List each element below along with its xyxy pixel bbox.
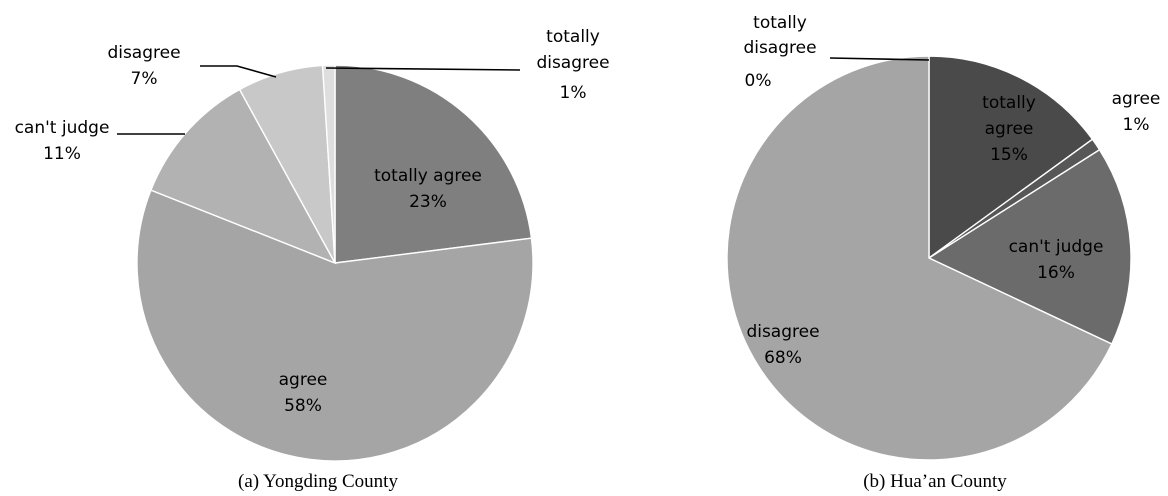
pie-chart-yongding: totally agree 23% agree 58% can't judge … xyxy=(15,27,610,492)
chart-caption-huaan: (b) Hua’an County xyxy=(863,471,1007,492)
chart-caption-yongding: (a) Yongding County xyxy=(238,471,398,492)
slices-huaan xyxy=(726,55,1132,461)
slice-label-disagree: disagree xyxy=(746,322,819,342)
leader-lines-yongding xyxy=(117,65,521,135)
slice-value-totally-agree: 23% xyxy=(409,192,447,212)
slice-value-agree: 58% xyxy=(284,396,322,416)
slice-value-agree: 1% xyxy=(1123,115,1150,135)
pie-slice-totally-agree xyxy=(334,64,533,264)
slice-value-cant-judge: 16% xyxy=(1037,263,1075,283)
pie-slice-can-t-judge xyxy=(149,88,337,265)
slices-yongding xyxy=(136,64,534,462)
slice-value-disagree: 7% xyxy=(131,69,158,89)
pie-slice-disagree xyxy=(726,55,1113,461)
slice-value-disagree: 68% xyxy=(764,348,802,368)
slice-label-cant-judge: can't judge xyxy=(15,118,110,138)
slice-value-totally-disagree: 0% xyxy=(745,71,772,91)
slice-value-totally-disagree: 1% xyxy=(560,83,587,103)
slice-label-totally-disagree-line2: disagree xyxy=(536,53,609,73)
pie-slice-agree xyxy=(136,189,534,462)
pie-slice-can-t-judge xyxy=(927,148,1132,345)
slice-value-totally-agree: 15% xyxy=(990,145,1028,165)
leader-line-totally-disagree xyxy=(829,57,930,61)
leader-lines-huaan xyxy=(829,57,930,61)
slice-label-totally-agree-line2: agree xyxy=(985,119,1034,139)
slice-label-disagree: disagree xyxy=(107,43,180,63)
pie-chart-huaan: totally disagree 0% totally agree 15% ag… xyxy=(726,13,1161,492)
slice-label-totally-disagree-line2: disagree xyxy=(743,38,816,58)
slice-value-cant-judge: 11% xyxy=(43,144,81,164)
pie-slice-totally-agree xyxy=(928,55,1094,260)
leader-line-totally-disagree xyxy=(325,67,521,71)
slice-label-totally-disagree-line1: totally xyxy=(546,27,600,47)
slice-label-totally-agree-line1: totally xyxy=(982,93,1036,113)
pie-slice-totally-disagree xyxy=(321,64,336,264)
slice-label-agree: agree xyxy=(279,370,328,390)
slice-label-totally-agree: totally agree xyxy=(374,166,482,186)
slice-label-agree: agree xyxy=(1112,89,1161,109)
slice-label-totally-disagree-line1: totally xyxy=(753,13,807,33)
slice-label-cant-judge: can't judge xyxy=(1009,237,1104,257)
leader-line-disagree xyxy=(200,65,277,78)
